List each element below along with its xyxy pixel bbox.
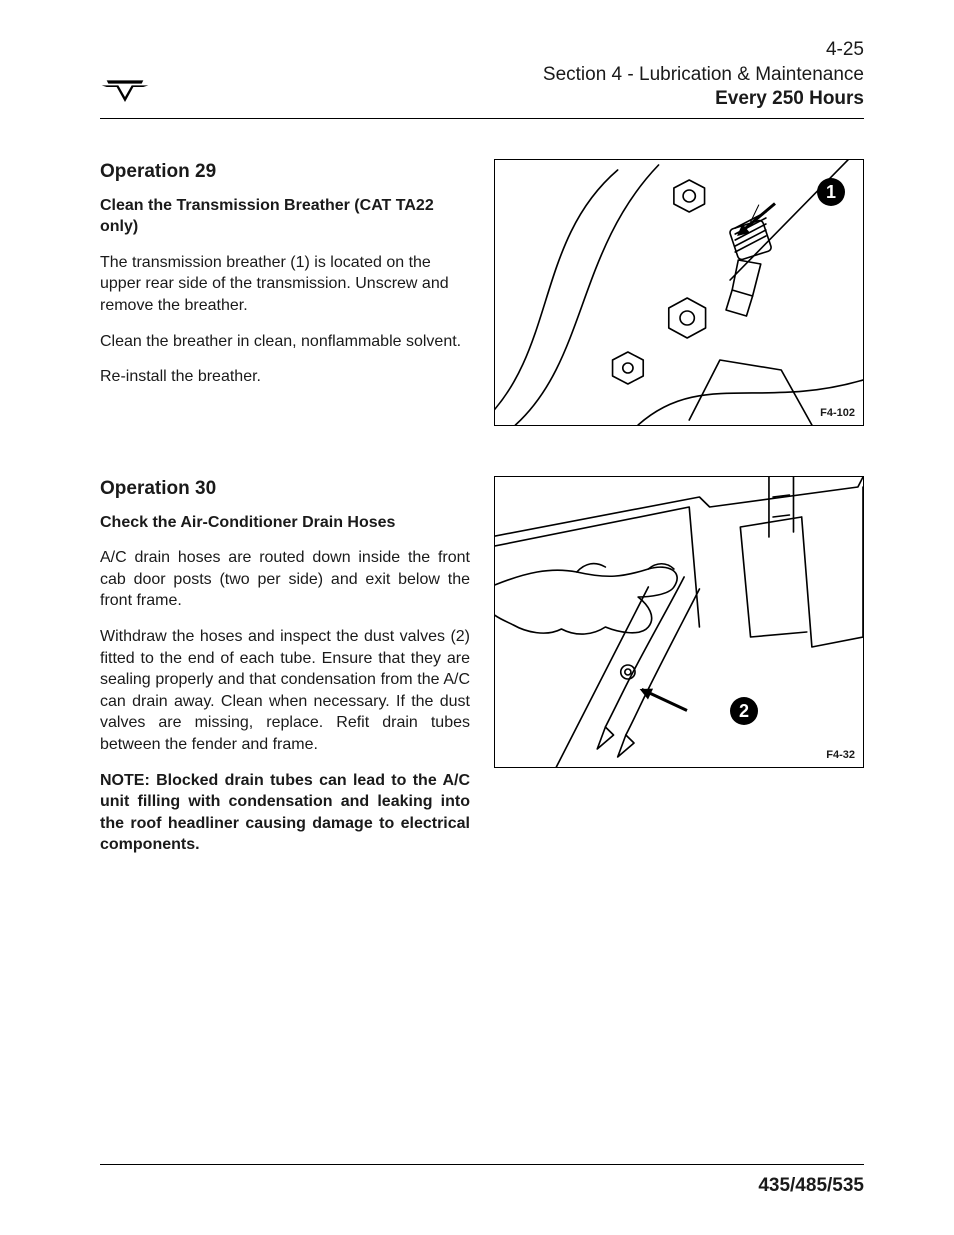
operation-title: Operation 30	[100, 476, 470, 502]
operation-subtitle: Clean the Transmission Breather (CAT TA2…	[100, 195, 470, 238]
paragraph: Clean the breather in clean, nonflammabl…	[100, 331, 470, 353]
page-footer: 435/485/535	[100, 1164, 864, 1197]
interval-line: Every 250 Hours	[543, 87, 864, 112]
figure-illustration	[495, 160, 863, 425]
operation-row: Operation 29 Clean the Transmission Brea…	[100, 159, 864, 426]
callout-badge: 2	[730, 697, 758, 725]
paragraph: A/C drain hoses are routed down inside t…	[100, 547, 470, 612]
operation-subtitle: Check the Air-Conditioner Drain Hoses	[100, 512, 470, 534]
footer-rule	[100, 1164, 864, 1165]
page: 4-25 Section 4 - Lubrication & Maintenan…	[0, 0, 954, 1235]
figure-label: F4-32	[826, 749, 855, 761]
operation-text: Operation 29 Clean the Transmission Brea…	[100, 159, 470, 426]
operation-text: Operation 30 Check the Air-Conditioner D…	[100, 476, 470, 870]
figure: 1 F4-102	[494, 159, 864, 426]
callout-number: 1	[826, 182, 836, 203]
figure-illustration	[495, 477, 863, 767]
paragraph: Withdraw the hoses and inspect the dust …	[100, 626, 470, 756]
operation-row: Operation 30 Check the Air-Conditioner D…	[100, 476, 864, 870]
figure: 2 F4-32	[494, 476, 864, 768]
callout-number: 2	[739, 701, 749, 722]
paragraph: The transmission breather (1) is located…	[100, 252, 470, 317]
content: Operation 29 Clean the Transmission Brea…	[100, 119, 864, 870]
callout-badge: 1	[817, 178, 845, 206]
brand-logo	[100, 72, 150, 112]
operation-title: Operation 29	[100, 159, 470, 185]
header-text: 4-25 Section 4 - Lubrication & Maintenan…	[543, 38, 864, 112]
section-line: Section 4 - Lubrication & Maintenance	[543, 63, 864, 88]
note-paragraph: NOTE: Blocked drain tubes can lead to th…	[100, 770, 470, 856]
page-header: 4-25 Section 4 - Lubrication & Maintenan…	[100, 38, 864, 119]
paragraph: Re-install the breather.	[100, 366, 470, 388]
footer-models: 435/485/535	[100, 1175, 864, 1197]
page-number: 4-25	[543, 38, 864, 63]
figure-label: F4-102	[820, 407, 855, 419]
